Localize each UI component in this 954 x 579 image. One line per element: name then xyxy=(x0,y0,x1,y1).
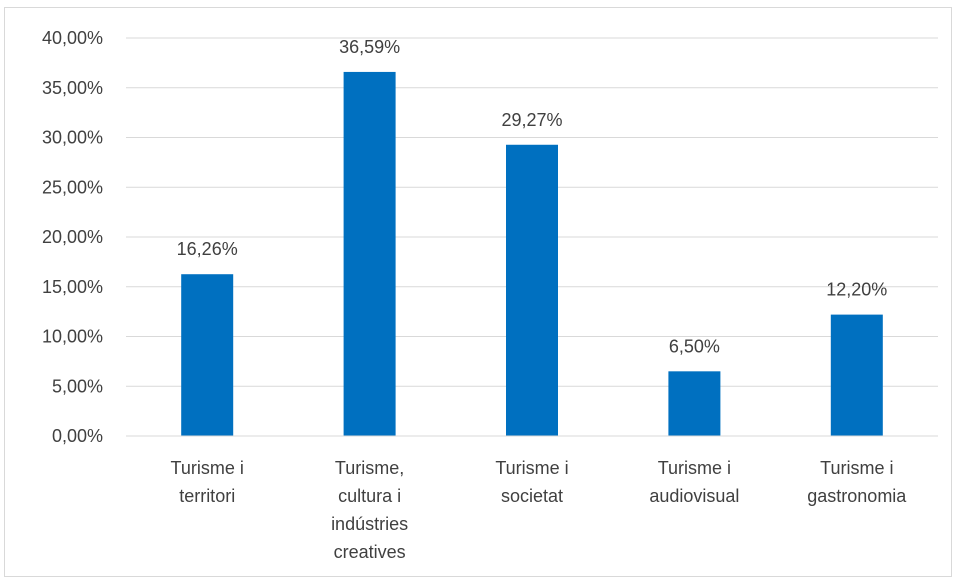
category-label-line: Turisme i xyxy=(171,458,244,478)
category-label-line: Turisme i xyxy=(658,458,731,478)
x-axis-category-labels: Turisme i territori Turisme, cultura i indús… xyxy=(171,458,908,562)
data-label: 6,50% xyxy=(669,336,720,356)
data-label: 36,59% xyxy=(339,37,400,57)
category-label-line: societat xyxy=(501,486,563,506)
y-tick-label: 35,00% xyxy=(42,78,103,98)
y-tick-label: 5,00% xyxy=(52,376,103,396)
bar xyxy=(343,71,396,436)
chart-frame xyxy=(4,7,952,577)
category-label-line: creatives xyxy=(334,542,406,562)
y-tick-label: 10,00% xyxy=(42,327,103,347)
category-label: Turisme i territori xyxy=(171,458,244,506)
category-label-line: indústries xyxy=(331,514,408,534)
data-labels: 16,26% 36,59% 29,27% 6,50% 12,20% xyxy=(177,37,888,356)
y-tick-label: 0,00% xyxy=(52,426,103,446)
category-label-line: audiovisual xyxy=(649,486,739,506)
y-tick-label: 25,00% xyxy=(42,177,103,197)
bar xyxy=(181,274,234,436)
data-label: 12,20% xyxy=(826,280,887,300)
data-label: 16,26% xyxy=(177,239,238,259)
category-label-line: Turisme, xyxy=(335,458,404,478)
category-label-line: territori xyxy=(179,486,235,506)
bar xyxy=(506,144,558,437)
category-label-line: Turisme i xyxy=(495,458,568,478)
category-label-line: cultura i xyxy=(338,486,401,506)
category-label-line: gastronomia xyxy=(807,486,907,506)
category-label: Turisme, cultura i indústries creatives xyxy=(331,458,408,562)
y-tick-label: 20,00% xyxy=(42,227,103,247)
y-tick-label: 40,00% xyxy=(42,28,103,48)
bars xyxy=(181,71,883,437)
bar xyxy=(830,314,883,436)
category-label-line: Turisme i xyxy=(820,458,893,478)
data-label: 29,27% xyxy=(501,110,562,130)
bar xyxy=(668,371,721,436)
category-label: Turisme i societat xyxy=(495,458,568,506)
y-tick-label: 15,00% xyxy=(42,277,103,297)
category-label: Turisme i gastronomia xyxy=(807,458,907,506)
y-tick-label: 30,00% xyxy=(42,128,103,148)
category-label: Turisme i audiovisual xyxy=(649,458,739,506)
y-axis-tick-labels: 0,00% 5,00% 10,00% 15,00% 20,00% 25,00% 30,00%… xyxy=(42,28,103,446)
